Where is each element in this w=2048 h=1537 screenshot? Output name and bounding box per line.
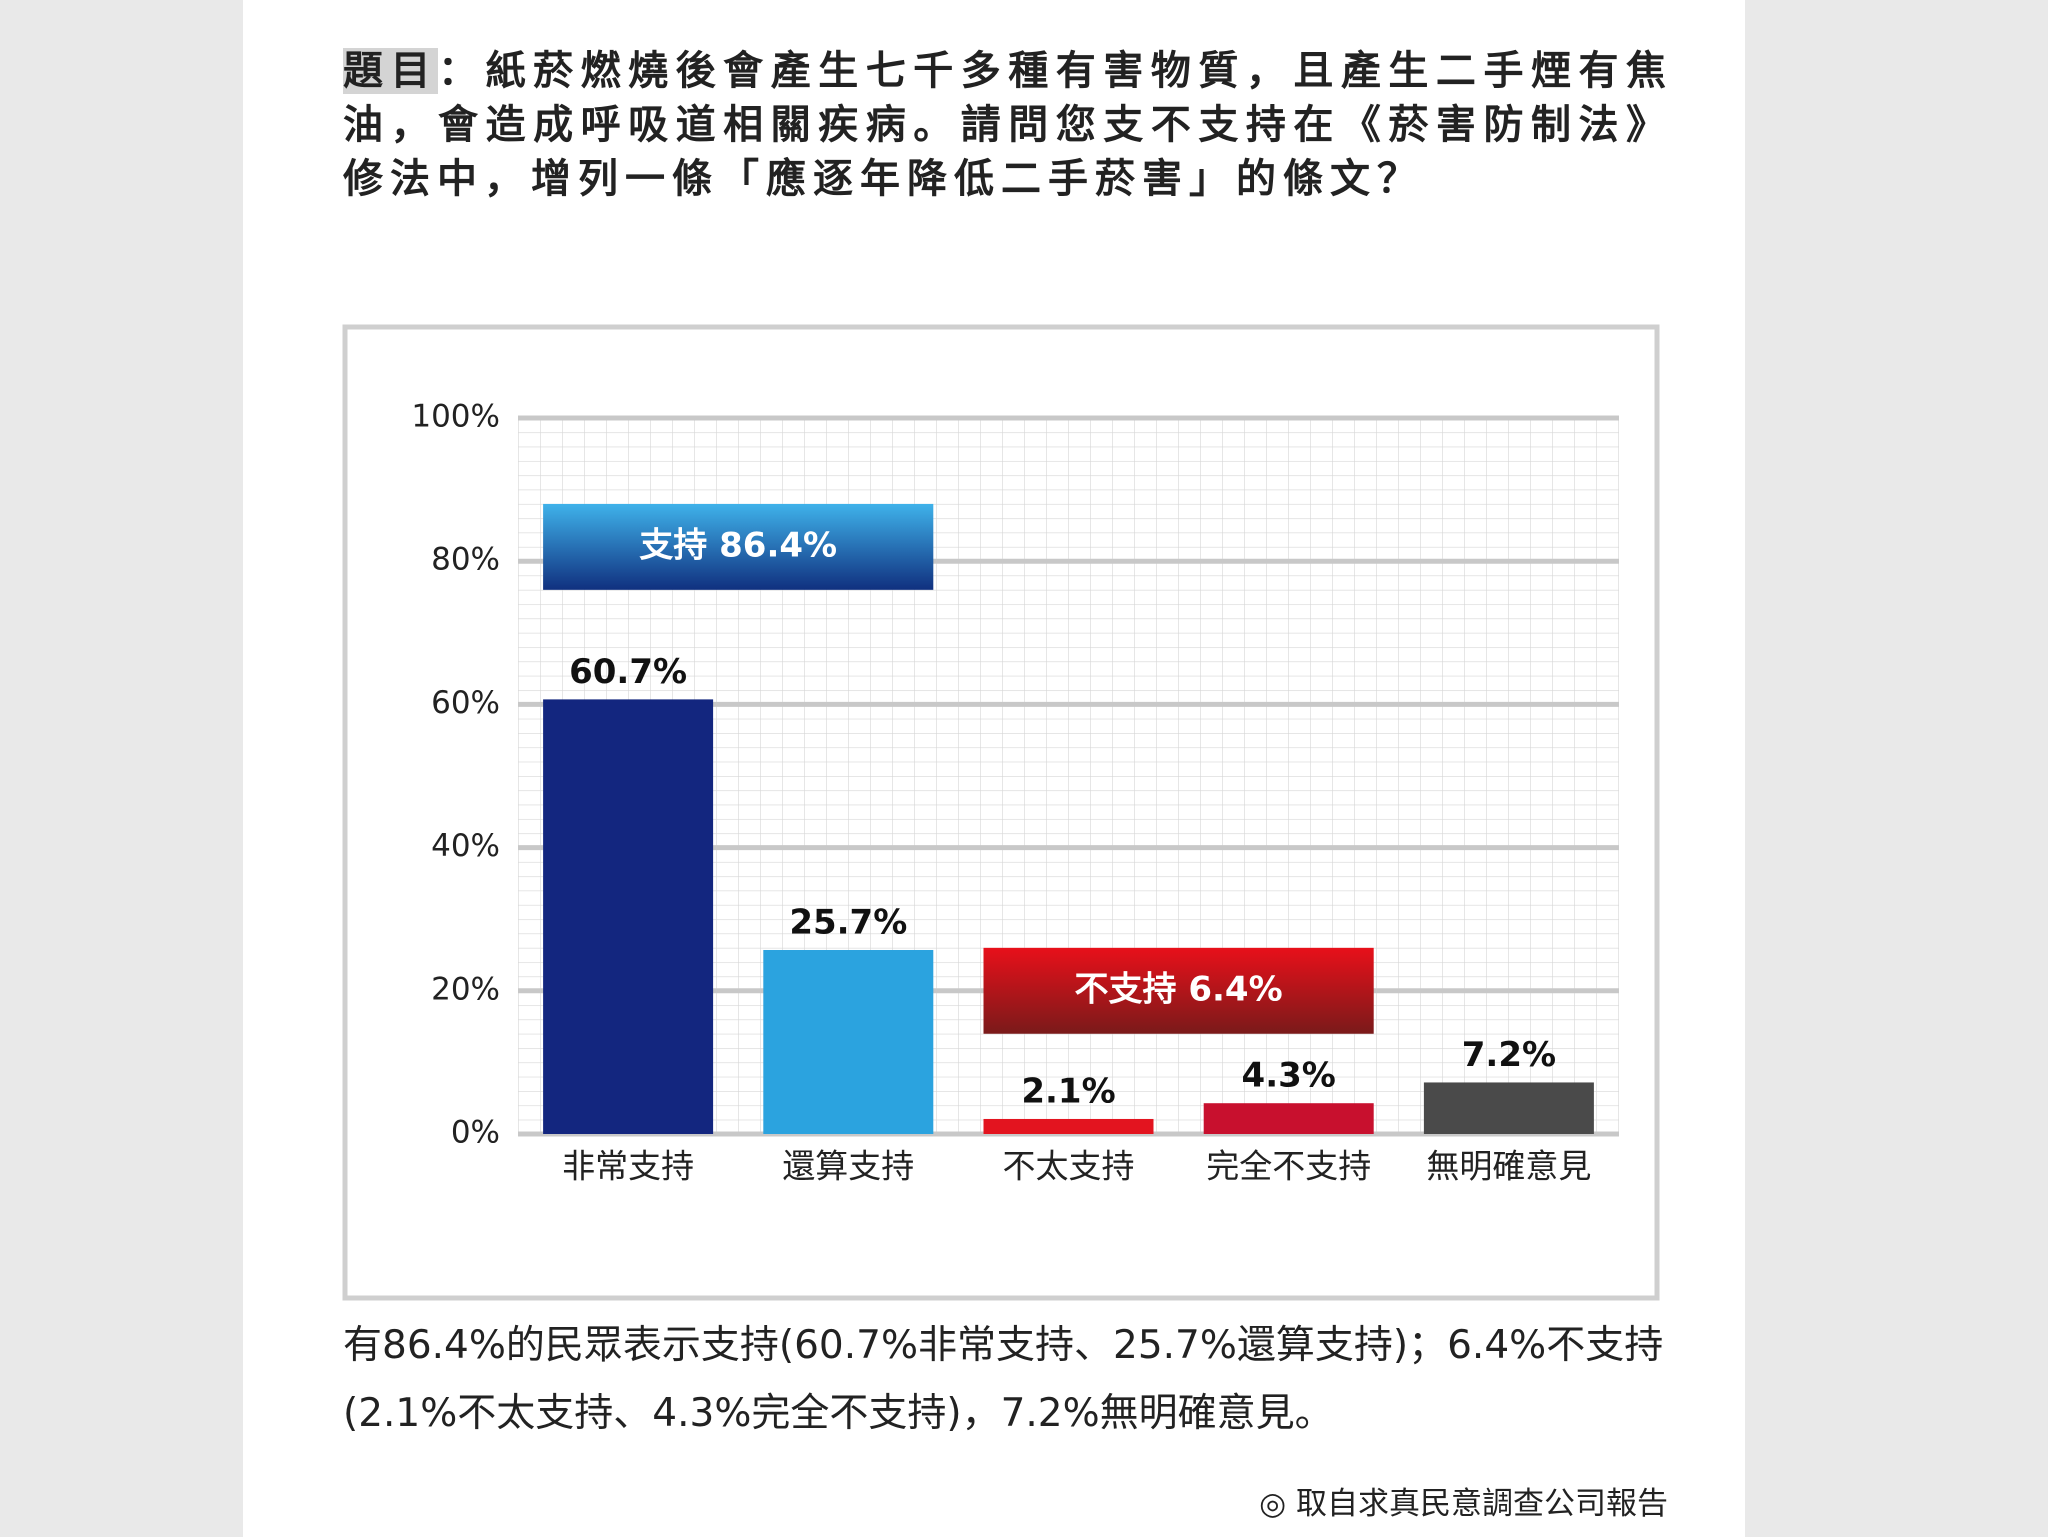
x-tick-label: 不太支持 — [1003, 1147, 1135, 1186]
group-label: 支持 86.4% — [639, 525, 837, 565]
y-tick-label: 40% — [431, 828, 500, 864]
group-label: 不支持 6.4% — [1075, 969, 1283, 1009]
bar — [983, 1118, 1154, 1134]
y-tick-label: 20% — [431, 971, 500, 1007]
value-label: 7.2% — [1462, 1035, 1556, 1075]
y-tick-label: 100% — [411, 399, 500, 435]
y-tick-label: 0% — [451, 1115, 500, 1151]
source: ◎ 取自求真民意調查公司報告 — [1259, 1486, 1668, 1522]
question-text: ：紙菸燃燒後會產生七千多種有害物質，且產生二手煙有焦油，會造成呼吸道相關疾病。請… — [343, 48, 1674, 202]
value-label: 2.1% — [1021, 1071, 1115, 1111]
chart-frame — [342, 324, 1660, 1301]
x-tick-label: 非常支持 — [562, 1147, 694, 1186]
y-tick-label: 80% — [431, 542, 500, 578]
group-box — [543, 503, 934, 590]
question: 題目：紙菸燃燒後會產生七千多種有害物質，且產生二手煙有焦油，會造成呼吸道相關疾病… — [343, 44, 1673, 206]
bar — [543, 699, 714, 1134]
value-label: 4.3% — [1242, 1056, 1336, 1096]
x-tick-label: 完全不支持 — [1206, 1147, 1371, 1186]
y-tick-label: 60% — [431, 685, 500, 721]
value-label: 25.7% — [789, 902, 907, 942]
x-tick-label: 無明確意見 — [1426, 1147, 1591, 1186]
bar — [1423, 1082, 1594, 1134]
group-box — [983, 947, 1374, 1034]
question-label: 題目 — [343, 48, 439, 94]
bar — [763, 949, 934, 1134]
value-label: 60.7% — [569, 652, 687, 692]
x-tick-label: 還算支持 — [782, 1147, 914, 1186]
bar — [1203, 1103, 1374, 1134]
summary: 有86.4%的民眾表示支持(60.7%非常支持、25.7%還算支持)；6.4%不… — [343, 1323, 1664, 1436]
